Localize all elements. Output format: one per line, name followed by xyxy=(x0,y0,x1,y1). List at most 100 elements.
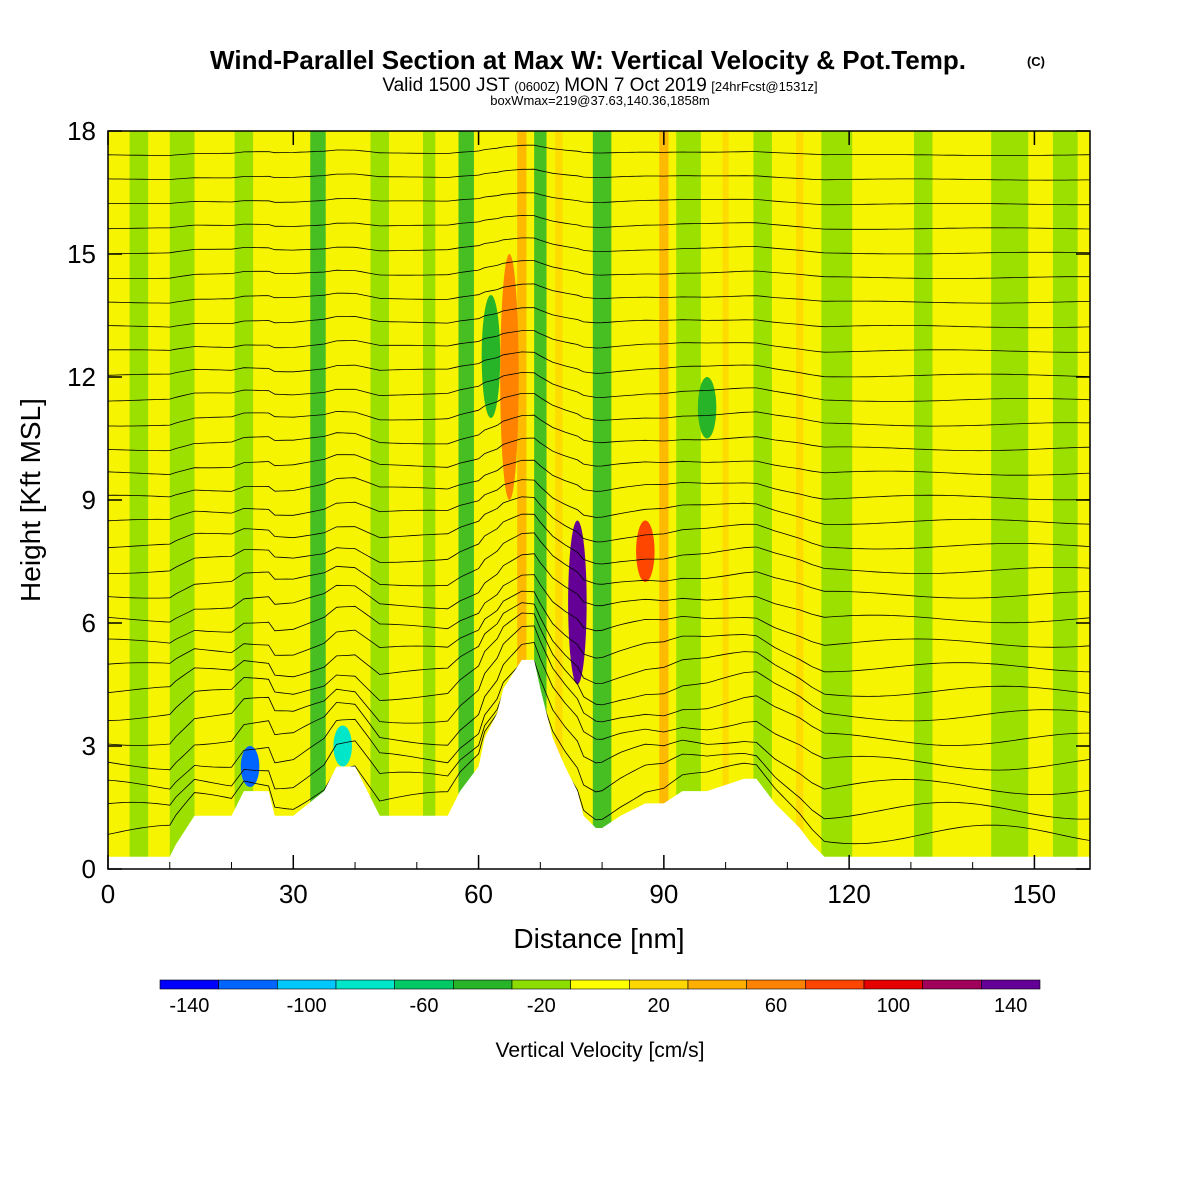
isentrope-line xyxy=(108,307,1090,329)
colorbar-tick-label: -20 xyxy=(527,995,556,1017)
velocity-band-16 xyxy=(555,131,563,869)
isentrope-line xyxy=(108,237,1090,255)
velocity-feature-6 xyxy=(333,725,352,767)
colorbar-swatch xyxy=(394,979,454,990)
velocity-band-0 xyxy=(129,131,149,869)
valid-time-line: Valid 1500 JST (0600Z) MON 7 Oct 2019 [2… xyxy=(382,75,817,96)
x-tick-label: 30 xyxy=(279,879,308,909)
velocity-feature-5 xyxy=(240,746,260,787)
box-info: boxWmax=219@37.63,140.36,1858m xyxy=(490,93,710,108)
y-tick-label: 18 xyxy=(67,116,96,146)
isentrope-line xyxy=(108,574,1090,648)
velocity-feature-1 xyxy=(636,520,655,582)
y-tick-label: 3 xyxy=(82,731,96,761)
velocity-band-10 xyxy=(753,131,772,869)
velocity-band-8 xyxy=(592,131,612,869)
isentrope-line xyxy=(108,602,1090,697)
colorbar-swatch xyxy=(863,979,923,990)
isentrope-contours xyxy=(108,131,1090,845)
velocity-band-15 xyxy=(517,131,527,869)
colorbar-swatch xyxy=(335,979,395,990)
colorbar-tick-label: 60 xyxy=(765,995,787,1017)
main-title: Wind-Parallel Section at Max W: Vertical… xyxy=(210,45,966,75)
colorbar-swatch xyxy=(981,979,1041,990)
colorbar-swatch xyxy=(805,979,865,990)
x-tick-label: 120 xyxy=(827,879,870,909)
y-tick-label: 6 xyxy=(82,608,96,638)
isentrope-line xyxy=(108,414,1090,452)
velocity-band-12 xyxy=(913,131,933,869)
velocity-feature-4 xyxy=(697,377,717,439)
velocity-band-6 xyxy=(458,131,474,869)
isentrope-line xyxy=(108,513,1090,575)
y-axis-label: Height [Kft MSL] xyxy=(15,398,46,602)
terrain-profile xyxy=(108,659,1090,869)
colorbar-swatch xyxy=(511,979,571,990)
velocity-band-3 xyxy=(310,131,326,869)
isentrope-line xyxy=(108,675,1090,845)
velocity-band-1 xyxy=(169,131,195,869)
x-axis: 0 30 60 90 120 150 xyxy=(101,131,1056,909)
isentrope-line xyxy=(108,393,1090,427)
isentrope-line xyxy=(108,283,1090,304)
copyright-mark: (C) xyxy=(1027,54,1045,69)
velocity-band-2 xyxy=(234,131,254,869)
velocity-band-4 xyxy=(370,131,390,869)
velocity-band-5 xyxy=(422,131,436,869)
colorbar-swatch xyxy=(922,979,982,990)
colorbar-swatch xyxy=(687,979,747,990)
isentrope-line xyxy=(108,192,1090,206)
y-tick-label: 9 xyxy=(82,485,96,515)
colorbar-swatch xyxy=(159,979,219,990)
isentrope-line xyxy=(108,672,1090,820)
y-axis: 0 3 6 9 12 15 18 xyxy=(67,116,1090,884)
colorbar-tick-label: -100 xyxy=(287,995,327,1017)
isentrope-line xyxy=(108,642,1090,771)
isentrope-line xyxy=(108,532,1090,599)
colorbar: -140 -100 -60 -20 20 60 100 140 xyxy=(159,979,1041,1017)
isentrope-line xyxy=(108,144,1090,156)
isentrope-line xyxy=(108,168,1090,181)
velocity-band-18 xyxy=(796,131,804,869)
x-tick-label: 90 xyxy=(649,879,678,909)
velocity-features xyxy=(240,254,717,787)
isentrope-line xyxy=(108,553,1090,624)
colorbar-title: Vertical Velocity [cm/s] xyxy=(496,1039,705,1062)
colorbar-swatch xyxy=(629,979,689,990)
y-tick-label: 15 xyxy=(67,239,96,269)
isentrope-line xyxy=(108,351,1090,378)
velocity-band-19 xyxy=(722,131,729,869)
velocity-band-11 xyxy=(821,131,853,869)
velocity-feature-0 xyxy=(568,520,587,685)
colorbar-swatch xyxy=(746,979,806,990)
isentrope-line xyxy=(108,625,1090,746)
colorbar-tick-label: -60 xyxy=(410,995,439,1017)
colorbar-tick-label: -140 xyxy=(169,995,209,1017)
colorbar-swatch xyxy=(277,979,337,990)
isentrope-line xyxy=(108,372,1090,402)
isentrope-line xyxy=(108,660,1090,796)
x-tick-label: 150 xyxy=(1013,879,1056,909)
isentrope-line xyxy=(108,612,1090,722)
x-tick-label: 0 xyxy=(101,879,115,909)
velocity-feature-2 xyxy=(500,254,519,500)
colorbar-tick-label: 100 xyxy=(877,995,910,1017)
velocity-band-17 xyxy=(659,131,669,869)
chart-title: Wind-Parallel Section at Max W: Vertical… xyxy=(210,45,1045,108)
x-tick-label: 60 xyxy=(464,879,493,909)
isentrope-line xyxy=(108,330,1090,353)
velocity-feature-3 xyxy=(481,295,501,418)
isentrope-line xyxy=(108,590,1090,673)
velocity-band-9 xyxy=(676,131,701,869)
isentrope-line xyxy=(108,131,1016,132)
colorbar-swatch xyxy=(570,979,630,990)
isentrope-line xyxy=(108,437,1090,476)
isentrope-line xyxy=(108,459,1090,501)
velocity-band-13 xyxy=(991,131,1029,869)
colorbar-tick-label: 20 xyxy=(648,995,670,1017)
x-axis-label: Distance [nm] xyxy=(513,923,684,954)
isentrope-line xyxy=(108,260,1090,279)
isentrope-line xyxy=(108,214,1090,230)
colorbar-swatch xyxy=(453,979,513,990)
